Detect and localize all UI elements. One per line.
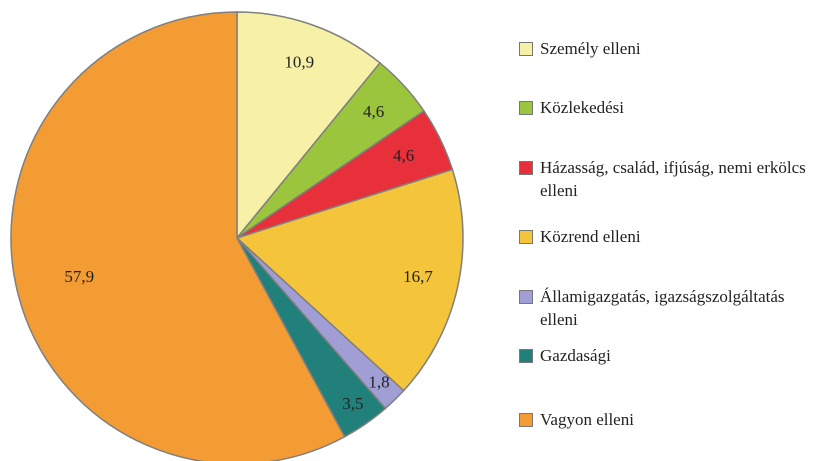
legend-swatch [519, 290, 533, 304]
legend-swatch [519, 101, 533, 115]
legend-item: Házasság, család, ifjúság, nemi erkölcs … [519, 156, 809, 202]
legend-label: Közlekedési [540, 98, 625, 117]
legend-item: Gazdasági [519, 344, 809, 367]
pie-slice [235, 168, 464, 392]
data-label: 4,6 [393, 146, 414, 165]
legend-swatch [519, 349, 533, 363]
legend-label: Házasság, család, ifjúság, nemi erkölcs … [540, 158, 806, 200]
data-label: 16,7 [403, 267, 433, 286]
legend-swatch [519, 42, 533, 56]
data-label: 4,6 [363, 102, 384, 121]
pie-slice [236, 11, 382, 241]
data-label: 3,5 [342, 394, 363, 413]
legend-item: Személy elleni [519, 37, 809, 60]
pie-slice [10, 11, 346, 461]
legend-item: Vagyon elleni [519, 408, 809, 431]
legend-label: Gazdasági [540, 346, 611, 365]
data-label: 57,9 [64, 267, 94, 286]
legend-label: Államigazgatás, igazságszolgáltatás elle… [540, 287, 785, 329]
legend-item: Államigazgatás, igazságszolgáltatás elle… [519, 285, 809, 331]
data-label: 1,8 [368, 373, 389, 392]
legend-item: Közrend elleni [519, 225, 809, 248]
legend-swatch [519, 161, 533, 175]
data-label: 10,9 [284, 52, 314, 71]
legend-swatch [519, 230, 533, 244]
legend-label: Vagyon elleni [540, 410, 634, 429]
legend-swatch [519, 413, 533, 427]
legend-label: Közrend elleni [540, 227, 641, 246]
legend-item: Közlekedési [519, 96, 809, 119]
legend-label: Személy elleni [540, 39, 641, 58]
